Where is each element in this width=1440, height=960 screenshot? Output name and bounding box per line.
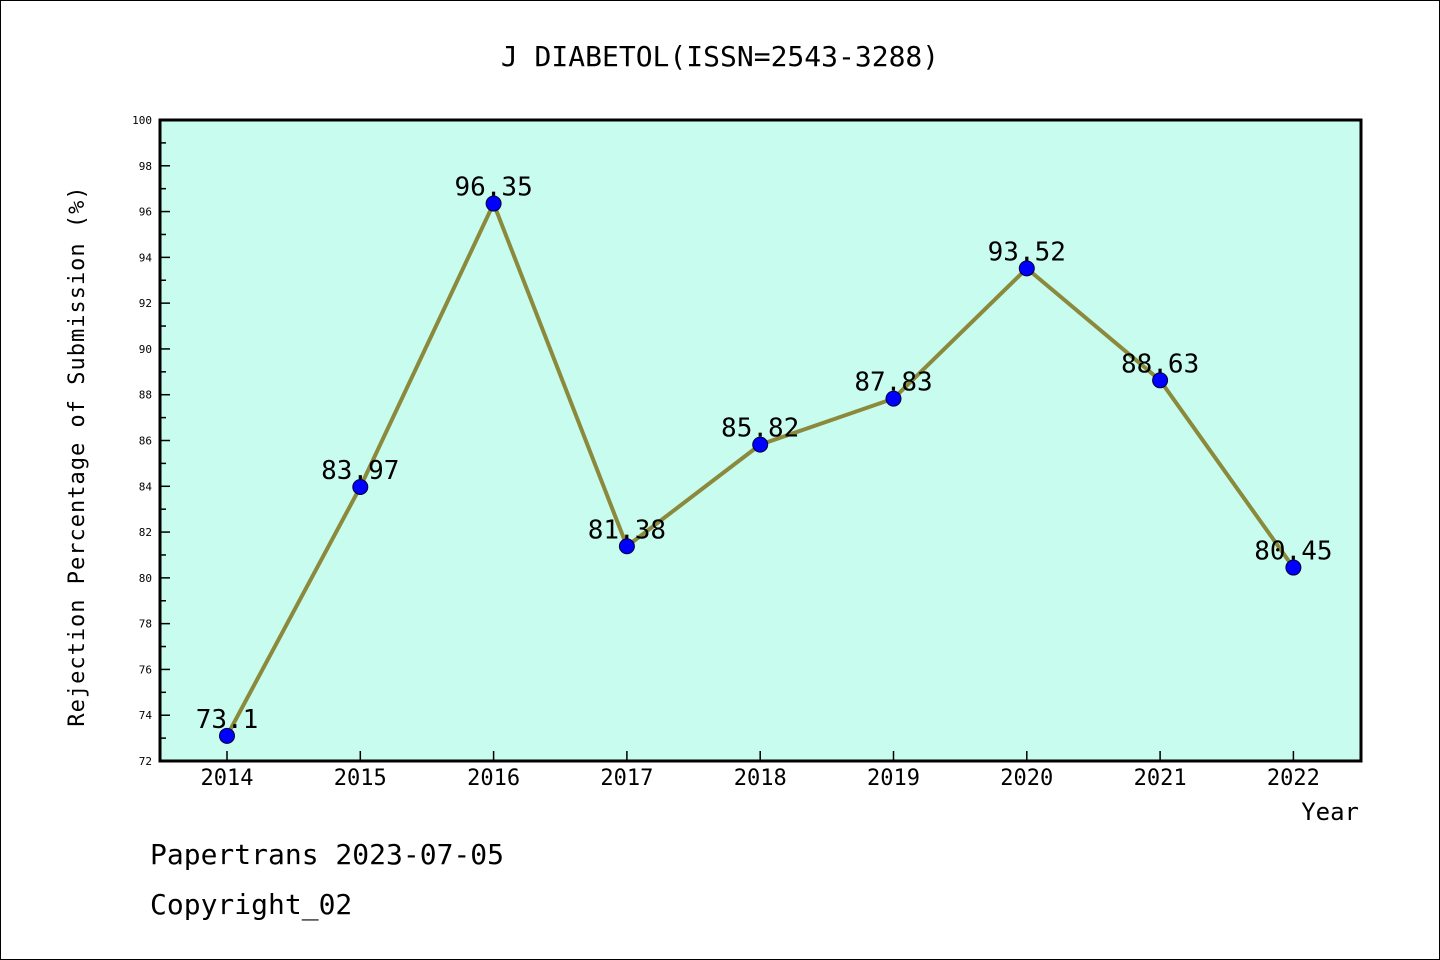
x-tick-label: 2018 — [734, 766, 787, 791]
x-tick-label: 2016 — [467, 766, 520, 791]
data-label: 88.63 — [1121, 349, 1199, 379]
y-tick-label: 82 — [139, 526, 152, 539]
data-point — [1285, 559, 1302, 576]
y-tick-label: 100 — [132, 114, 152, 127]
data-label: 83.97 — [321, 456, 399, 486]
data-label: 80.45 — [1254, 537, 1332, 567]
data-label: 93.52 — [988, 237, 1066, 267]
x-tick-label: 2017 — [600, 766, 653, 791]
y-tick-label: 88 — [139, 389, 152, 402]
x-tick-label: 2021 — [1134, 766, 1187, 791]
y-tick-label: 86 — [139, 435, 152, 448]
y-tick-label: 96 — [139, 206, 152, 219]
data-point — [885, 390, 902, 407]
x-tick-label: 2022 — [1267, 766, 1320, 791]
chart-title: J DIABETOL(ISSN=2543-3288) — [501, 40, 939, 73]
data-point — [485, 195, 502, 212]
data-label: 73.1 — [196, 705, 259, 735]
data-point — [1152, 372, 1169, 389]
y-tick-label: 72 — [139, 755, 152, 768]
y-tick-label: 80 — [139, 572, 152, 585]
data-point — [219, 727, 235, 744]
x-tick-label: 2014 — [201, 766, 254, 791]
data-label: 81.38 — [588, 515, 666, 545]
data-label: 85.82 — [721, 414, 799, 444]
y-tick-label: 84 — [139, 480, 153, 493]
x-tick-label: 2019 — [867, 766, 920, 791]
data-point — [618, 538, 635, 555]
x-tick-label: 2020 — [1000, 766, 1053, 791]
y-axis-label: Rejection Percentage of Submission (%) — [65, 185, 90, 726]
data-markers — [219, 195, 1302, 744]
y-tick-label: 74 — [139, 709, 153, 722]
y-tick-label: 76 — [139, 663, 152, 676]
data-label: 96.35 — [454, 173, 532, 203]
y-tick-label: 98 — [139, 160, 152, 173]
axis-ticks: 72 74 76 78 80 82 84 86 88 90 92 94 96 98 100 2014 2015 2… — [132, 114, 1320, 791]
y-tick-label: 78 — [139, 618, 152, 631]
footer-copyright: Copyright_02 — [150, 888, 352, 922]
footer-date: Papertrans 2023-07-05 — [150, 838, 504, 871]
plot-border — [158, 118, 1363, 763]
data-point — [752, 436, 769, 453]
data-label: 87.83 — [854, 368, 932, 398]
x-axis-label: Year — [1301, 798, 1359, 826]
data-point — [1018, 260, 1035, 277]
data-point — [352, 478, 369, 495]
y-tick-label: 92 — [139, 297, 152, 310]
y-tick-label: 94 — [139, 251, 153, 264]
x-tick-label: 2015 — [334, 766, 387, 791]
y-tick-label: 90 — [139, 343, 152, 356]
data-labels: 73.1 83.97 96.35 81.38 85.82 87.83 93.52 88.63 8… — [196, 173, 1333, 735]
